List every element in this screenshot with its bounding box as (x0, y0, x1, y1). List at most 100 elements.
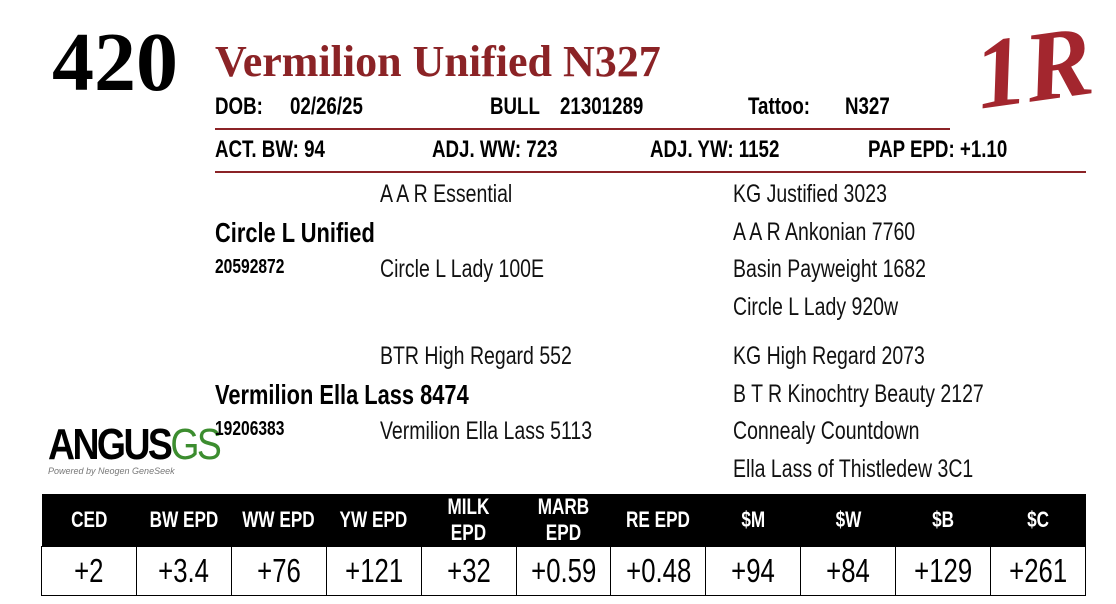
registration: 21301289 (560, 93, 644, 120)
stat: ADJ. YW: 1152 (650, 136, 780, 163)
epd-header: WW EPD (242, 507, 315, 532)
dob: 02/26/25 (290, 93, 363, 120)
granddam-box: Vermilion Ella Lass 5113 (380, 417, 652, 446)
parent-name-box: Circle L Unified (215, 217, 420, 249)
grandsire-box: A A R Essential (380, 180, 550, 209)
granddam: Vermilion Ella Lass 5113 (380, 417, 593, 445)
parent-registration: 19206383 (215, 418, 285, 440)
parent-name-box: Vermilion Ella Lass 8474 (215, 379, 540, 411)
epd-table: CED BW EPD WW EPD YW EPD MILK EPD MARB EPD RE … (41, 494, 1086, 596)
stat-box: ADJ. WW: 723 (432, 136, 593, 164)
great-grandparent: KG High Regard 2073 (733, 342, 925, 370)
epd-value-cell: +2 (41, 546, 137, 596)
great-grandparent-box: A A R Ankonian 7760 (733, 218, 967, 247)
epd-value-cell: +129 (895, 546, 992, 596)
epd-header: $M (741, 507, 766, 532)
great-grandparent: A A R Ankonian 7760 (733, 217, 916, 246)
parent-name: Vermilion Ella Lass 8474 (215, 379, 469, 410)
parent-registration-box: 20592872 (215, 256, 304, 279)
epd-value-cell: +121 (325, 546, 422, 596)
lot-number: 420 (52, 16, 178, 109)
great-grandparent-box: Basin Payweight 1682 (733, 255, 980, 284)
grandsire: BTR High Regard 552 (380, 342, 572, 370)
epd-header-cell: $B (895, 494, 991, 547)
epd-header-cell: BW EPD (136, 494, 232, 547)
epd-value-cell: +0.48 (610, 546, 707, 596)
epd-header-cell: YW EPD (326, 494, 422, 547)
epd-value: +84 (826, 552, 871, 589)
great-grandparent-box: KG High Regard 2073 (733, 342, 979, 371)
divider (215, 171, 1086, 173)
epd-value: +2 (74, 552, 104, 589)
epd-value: +121 (344, 552, 403, 589)
stat-box: ACT. BW: 94 (215, 136, 356, 164)
epd-header: RE EPD (626, 507, 691, 532)
great-grandparent: Circle L Lady 920w (733, 292, 899, 321)
epd-header-cell: $C (990, 494, 1086, 547)
epd-value-cell: +76 (230, 546, 327, 596)
epd-value: +0.48 (625, 552, 691, 589)
epd-header: $C (1027, 507, 1049, 532)
logo-suffix: GS (170, 420, 221, 469)
epd-header: MILK EPD (447, 494, 490, 545)
epd-value-cell: +0.59 (515, 546, 612, 596)
grandsire: A A R Essential (380, 180, 513, 208)
granddam-box: Circle L Lady 100E (380, 255, 590, 284)
brand-logo: 1R (967, 4, 1099, 131)
great-grandparent-box: Circle L Lady 920w (733, 293, 945, 322)
parent-registration: 20592872 (215, 256, 285, 278)
great-grandparent-box: Connealy Countdown (733, 417, 972, 446)
epd-header-cell: RE EPD (610, 494, 706, 547)
epd-header-cell: MILK EPD (421, 494, 517, 547)
epd-value-cell: +84 (800, 546, 897, 596)
parent-name: Circle L Unified (215, 217, 375, 248)
animal-name: Vermilion Unified N327 (215, 37, 661, 86)
parent-registration-box: 19206383 (215, 418, 304, 441)
epd-header-cell: WW EPD (231, 494, 327, 547)
great-grandparent: Connealy Countdown (733, 417, 920, 445)
logo-word: ANGUS (48, 420, 173, 469)
epd-value-cell: +94 (705, 546, 802, 596)
great-grandparent-box: KG Justified 3023 (733, 180, 930, 209)
stat: ADJ. WW: 723 (432, 136, 558, 163)
tattoo-label: Tattoo: (748, 93, 811, 120)
epd-value: +76 (256, 552, 301, 589)
great-grandparent: Ella Lass of Thistledew 3C1 (733, 454, 974, 483)
epd-header: BW EPD (149, 507, 219, 532)
great-grandparent-box: Ella Lass of Thistledew 3C1 (733, 455, 1041, 484)
stat-box: ADJ. YW: 1152 (650, 136, 816, 164)
epd-header-cell: MARB EPD (516, 494, 611, 547)
angus-gs-logo: ANGUSGS Powered by Neogen GeneSeek (48, 420, 249, 476)
epd-value: +32 (446, 552, 491, 589)
epd-value: +3.4 (158, 552, 210, 589)
epd-header-cell: CED (41, 494, 137, 547)
dob-label: DOB: (215, 93, 263, 120)
great-grandparent: KG Justified 3023 (733, 180, 887, 208)
epd-header: CED (70, 507, 108, 532)
granddam: Circle L Lady 100E (380, 255, 545, 283)
epd-value: +129 (914, 552, 973, 589)
epd-value-cell: +261 (990, 546, 1086, 596)
logo-tagline: Powered by Neogen GeneSeek (48, 466, 175, 476)
epd-header-cell: $W (800, 494, 896, 547)
epd-value: +0.59 (530, 552, 597, 589)
sex: BULL (490, 93, 540, 120)
great-grandparent: B T R Kinochtry Beauty 2127 (733, 379, 984, 408)
grandsire-box: BTR High Regard 552 (380, 342, 626, 371)
stat: PAP EPD: +1.10 (868, 136, 1008, 163)
epd-value: +94 (731, 552, 776, 589)
epd-header: MARB EPD (537, 494, 590, 545)
epd-header: $W (835, 507, 862, 532)
divider (215, 128, 950, 130)
great-grandparent: Basin Payweight 1682 (733, 255, 926, 283)
epd-value-cell: +32 (420, 546, 517, 596)
tattoo: N327 (845, 93, 890, 120)
epd-header: YW EPD (339, 507, 408, 532)
epd-header: $B (932, 507, 955, 532)
epd-value: +261 (1009, 552, 1068, 589)
stat: ACT. BW: 94 (215, 136, 325, 163)
stat-box: PAP EPD: +1.10 (868, 136, 1047, 164)
epd-value-cell: +3.4 (135, 546, 232, 596)
epd-header-cell: $M (705, 494, 801, 547)
